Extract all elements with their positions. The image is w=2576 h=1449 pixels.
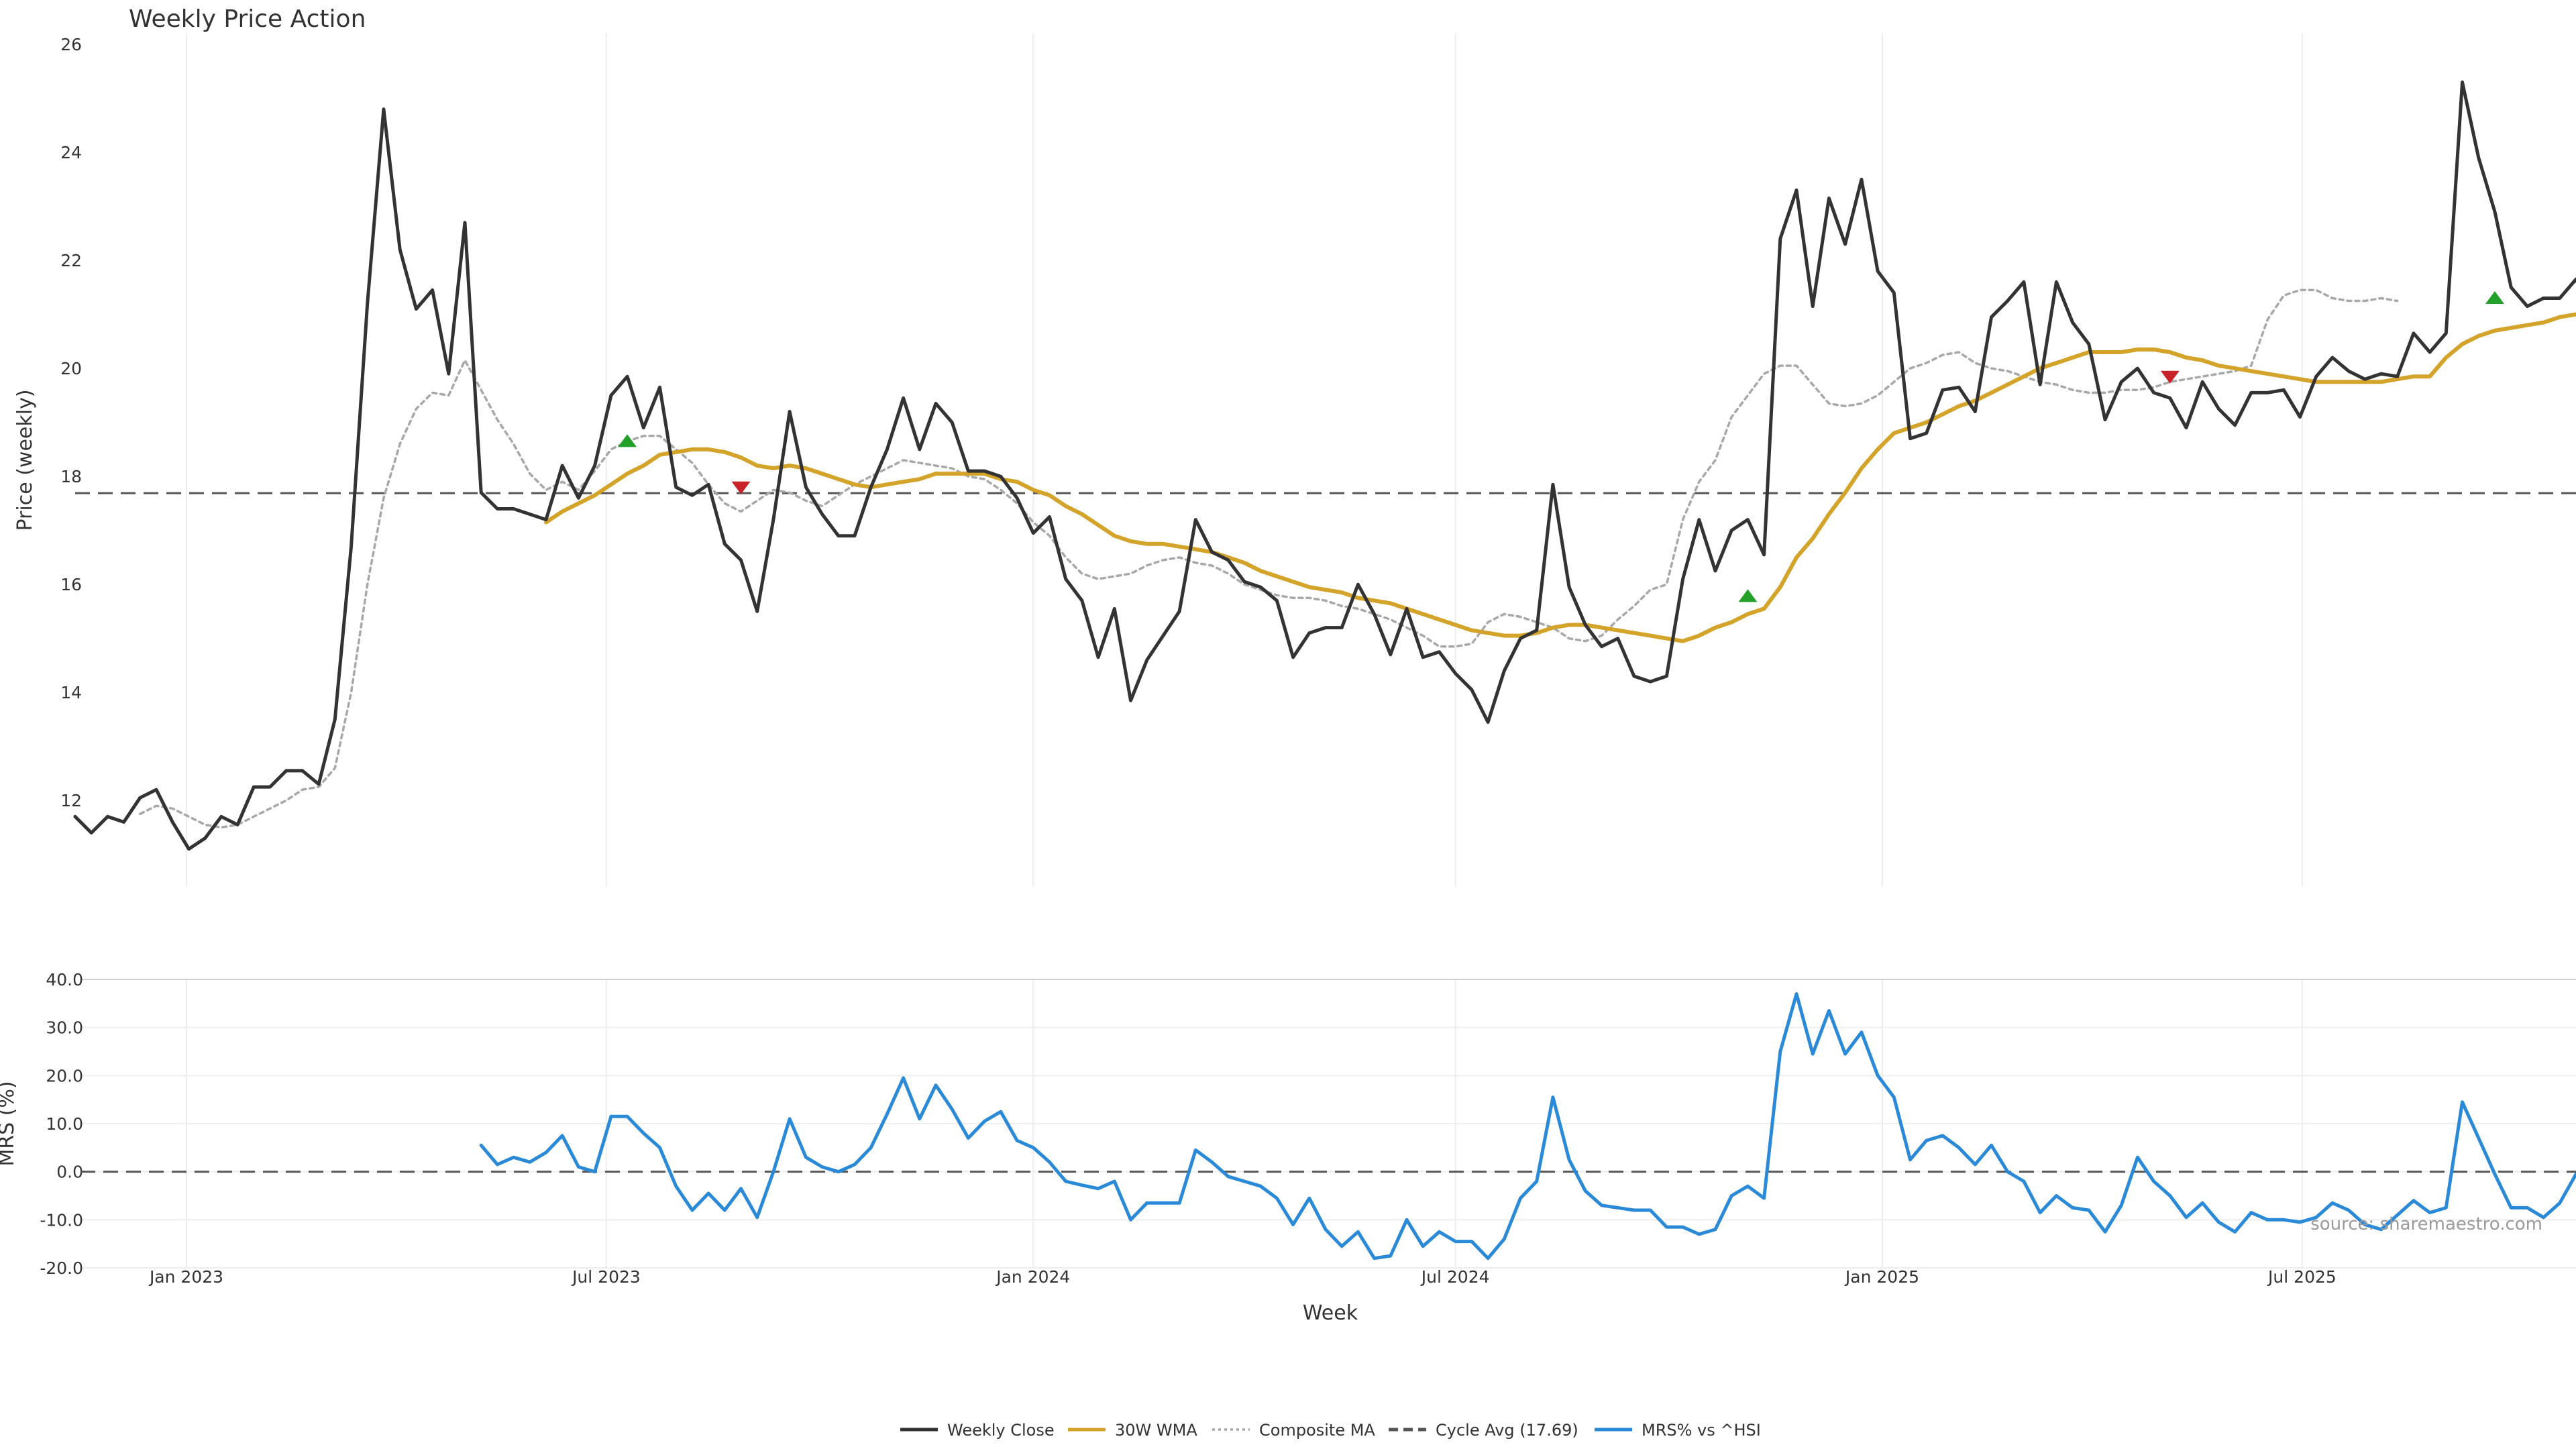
x-tick-label: Jul 2023	[571, 1267, 641, 1287]
mrs-y-tick-label: 40.0	[46, 970, 83, 989]
mrs-y-tick-label: 20.0	[46, 1066, 83, 1085]
mrs-y-tick-label: -20.0	[40, 1258, 83, 1278]
x-tick-label: Jan 2023	[148, 1267, 223, 1287]
buy-signal-marker	[2485, 290, 2504, 304]
price-y-tick-label: 18	[60, 467, 82, 486]
mrs-y-axis-title: MRS (%)	[0, 1081, 19, 1166]
sell-signal-marker	[2160, 370, 2180, 384]
legend-item: MRS% vs ^HSI	[1595, 1421, 1761, 1440]
buy-signal-marker	[618, 434, 637, 447]
legend-item: 30W WMA	[1068, 1421, 1197, 1440]
legend-label: Composite MA	[1259, 1421, 1375, 1440]
wma-30w-line	[544, 312, 2576, 643]
legend-label: 30W WMA	[1115, 1421, 1197, 1440]
legend-label: MRS% vs ^HSI	[1642, 1421, 1761, 1440]
mrs-y-tick-label: 10.0	[46, 1114, 83, 1134]
x-tick-label: Jan 2025	[1844, 1267, 1919, 1287]
mrs-panel: -20.0 -10.0 0.0 10.0 20.0 30.0 40.0 Jan 2023 Jul…	[40, 970, 2576, 1287]
buy-signal-marker	[1738, 589, 1758, 602]
x-tick-label: Jan 2024	[995, 1267, 1070, 1287]
price-y-tick-label: 26	[60, 35, 82, 54]
mrs-y-tick-label: 0.0	[56, 1163, 83, 1182]
x-axis-title: Week	[1303, 1301, 1358, 1325]
price-y-tick-label: 22	[60, 251, 82, 270]
legend-item: Composite MA	[1212, 1421, 1375, 1440]
mrs-y-tick-label: -10.0	[40, 1210, 83, 1230]
price-y-tick-label: 12	[60, 791, 82, 810]
source-watermark: source: sharemaestro.com	[2310, 1214, 2542, 1234]
legend-item: Weekly Close	[900, 1421, 1055, 1440]
legend: Weekly Close 30W WMA Composite MA Cycle Avg…	[900, 1421, 1761, 1440]
price-y-tick-label: 14	[60, 683, 82, 702]
x-tick-label: Jul 2025	[2267, 1267, 2337, 1287]
price-y-tick-label: 20	[60, 359, 82, 378]
x-tick-label: Jul 2024	[1420, 1267, 1490, 1287]
price-y-tick-label: 16	[60, 575, 82, 594]
legend-label: Cycle Avg (17.69)	[1436, 1421, 1578, 1440]
price-y-tick-label: 24	[60, 143, 82, 162]
legend-item: Cycle Avg (17.69)	[1389, 1421, 1578, 1440]
price-panel: 12 14 16 18 20 22 24 26	[60, 34, 2576, 887]
weekly-close-line	[73, 80, 2576, 851]
mrs-line	[479, 992, 2576, 1260]
price-y-axis-title: Price (weekly)	[13, 389, 37, 531]
legend-label: Weekly Close	[947, 1421, 1055, 1440]
chart-title: Weekly Price Action	[129, 5, 366, 33]
composite-ma-line	[139, 288, 2399, 829]
sell-signal-marker	[731, 481, 751, 494]
mrs-y-tick-label: 30.0	[46, 1018, 83, 1038]
